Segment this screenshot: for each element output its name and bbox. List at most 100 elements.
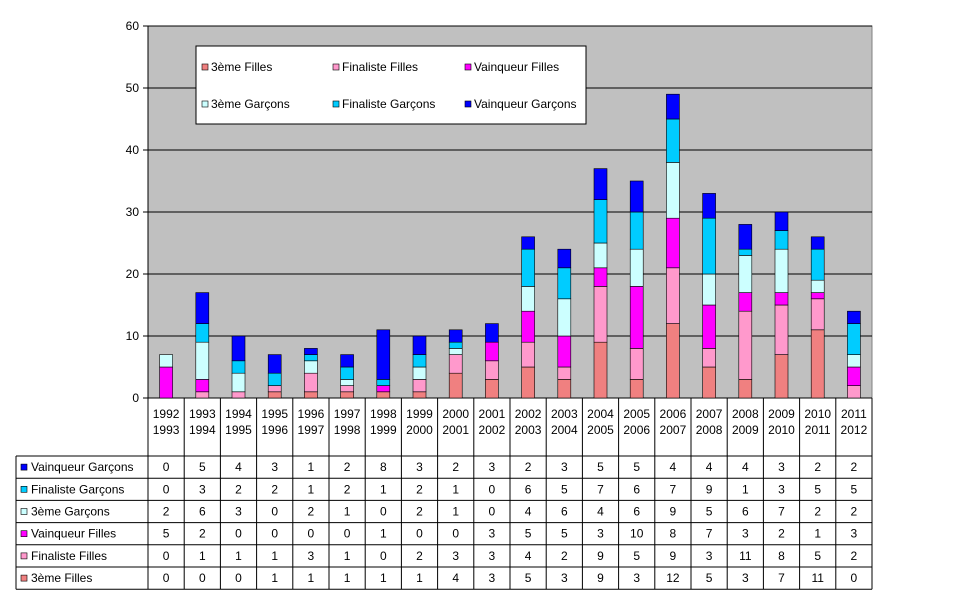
table-cell-value: 3 bbox=[851, 527, 858, 541]
table-row-swatch bbox=[20, 574, 28, 582]
table-cell-value: 1 bbox=[814, 527, 821, 541]
table-cell-value: 0 bbox=[199, 571, 206, 585]
bar-segment bbox=[557, 298, 572, 337]
table-cell-value: 6 bbox=[525, 482, 532, 496]
x-category-label: 2009 bbox=[768, 407, 795, 421]
legend-swatch bbox=[464, 100, 472, 108]
table-cell-value: 4 bbox=[742, 460, 749, 474]
table-cell-value: 7 bbox=[670, 482, 677, 496]
table-cell-value: 5 bbox=[525, 571, 532, 585]
table-cell-value: 2 bbox=[814, 460, 821, 474]
table-cell-value: 8 bbox=[670, 527, 677, 541]
bar-segment bbox=[159, 366, 173, 399]
bar-segment bbox=[629, 286, 644, 349]
table-cell-value: 8 bbox=[380, 460, 387, 474]
bar-segment bbox=[521, 341, 535, 368]
x-category-label: 1996 bbox=[298, 407, 325, 421]
table-cell-value: 1 bbox=[308, 571, 315, 585]
bar-segment bbox=[810, 236, 825, 250]
table-cell-value: 1 bbox=[308, 482, 315, 496]
table-cell-value: 2 bbox=[271, 482, 278, 496]
table-row-label: Finaliste Filles bbox=[31, 549, 107, 563]
bar-segment bbox=[485, 323, 499, 343]
table-cell-value: 5 bbox=[633, 460, 640, 474]
table-cell-value: 2 bbox=[416, 505, 423, 519]
table-cell-value: 2 bbox=[344, 460, 351, 474]
table-cell-value: 0 bbox=[163, 549, 170, 563]
bar-segment bbox=[376, 391, 391, 399]
bar-segment bbox=[810, 329, 825, 399]
table-cell-value: 3 bbox=[489, 460, 496, 474]
table-row-swatch bbox=[20, 552, 28, 560]
table-row-label: Vainqueur Filles bbox=[31, 527, 116, 541]
legend-box bbox=[195, 45, 587, 125]
bar-segment bbox=[593, 267, 608, 287]
bar-segment bbox=[666, 267, 680, 324]
bar-segment bbox=[557, 366, 572, 380]
table-cell-value: 1 bbox=[199, 549, 206, 563]
y-tick-label: 20 bbox=[126, 267, 140, 281]
x-category-label: 2008 bbox=[696, 423, 723, 437]
bars bbox=[159, 93, 861, 399]
table-cell-value: 2 bbox=[561, 549, 568, 563]
table-cell-value: 2 bbox=[851, 505, 858, 519]
x-category-label: 1995 bbox=[261, 407, 288, 421]
bar-segment bbox=[557, 248, 572, 269]
bar-segment bbox=[448, 372, 463, 399]
x-category-label: 2011 bbox=[841, 407, 867, 421]
legend-label: Finaliste Filles bbox=[342, 60, 418, 74]
bar-segment bbox=[485, 379, 499, 399]
x-category-label: 1998 bbox=[370, 407, 397, 421]
table-cell-value: 1 bbox=[380, 482, 387, 496]
bar-segment bbox=[593, 242, 608, 269]
bar-segment bbox=[521, 310, 535, 343]
table-cell-value: 3 bbox=[597, 527, 604, 541]
bar-segment bbox=[267, 354, 282, 374]
legend-swatch bbox=[201, 100, 209, 108]
table-cell-value: 4 bbox=[706, 460, 713, 474]
x-category-label: 2002 bbox=[479, 423, 506, 437]
x-category-label: 2007 bbox=[660, 423, 687, 437]
table-cell-value: 6 bbox=[633, 482, 640, 496]
bar-segment bbox=[593, 286, 608, 343]
table-cell-value: 6 bbox=[199, 505, 206, 519]
bar-segment bbox=[593, 168, 608, 200]
x-category-label: 2006 bbox=[623, 423, 650, 437]
table-cell-value: 0 bbox=[163, 460, 170, 474]
table-cell-value: 3 bbox=[778, 482, 785, 496]
bar-segment bbox=[810, 248, 825, 281]
table-cell-value: 3 bbox=[308, 549, 315, 563]
bar-segment bbox=[340, 366, 354, 380]
legend-label: Vainqueur Garçons bbox=[474, 97, 577, 111]
y-tick-label: 0 bbox=[132, 391, 139, 405]
table-cell-value: 11 bbox=[811, 571, 824, 585]
table-cell-value: 1 bbox=[308, 460, 315, 474]
bar-segment bbox=[267, 391, 282, 399]
x-category-label: 1992 bbox=[153, 407, 180, 421]
bar-segment bbox=[340, 379, 354, 386]
bar-segment bbox=[195, 379, 210, 393]
bar-segment bbox=[702, 366, 716, 399]
bar-segment bbox=[231, 372, 246, 393]
bar-segment bbox=[304, 348, 318, 355]
bar-segment bbox=[847, 323, 861, 355]
bar-segment bbox=[557, 267, 572, 300]
legend: 3ème Filles Finaliste Filles Vainqueur Fil… bbox=[195, 45, 587, 125]
bar-segment bbox=[629, 379, 644, 399]
x-category-label: 2011 bbox=[805, 423, 831, 437]
y-tick-label: 10 bbox=[126, 329, 140, 343]
bar-segment bbox=[304, 354, 318, 362]
bar-segment bbox=[847, 385, 861, 399]
table-cell-value: 3 bbox=[199, 482, 206, 496]
table-cell-value: 5 bbox=[706, 505, 713, 519]
table-cell-value: 0 bbox=[163, 482, 170, 496]
bar-segment bbox=[847, 366, 861, 386]
table-cell-value: 5 bbox=[851, 482, 858, 496]
legend-swatch bbox=[332, 100, 340, 108]
table-cell-value: 3 bbox=[561, 460, 568, 474]
bar-segment bbox=[448, 329, 463, 343]
table-cell-value: 0 bbox=[416, 527, 423, 541]
table-cell-value: 3 bbox=[416, 460, 423, 474]
x-category-label: 2006 bbox=[660, 407, 687, 421]
table-cell-value: 2 bbox=[199, 527, 206, 541]
